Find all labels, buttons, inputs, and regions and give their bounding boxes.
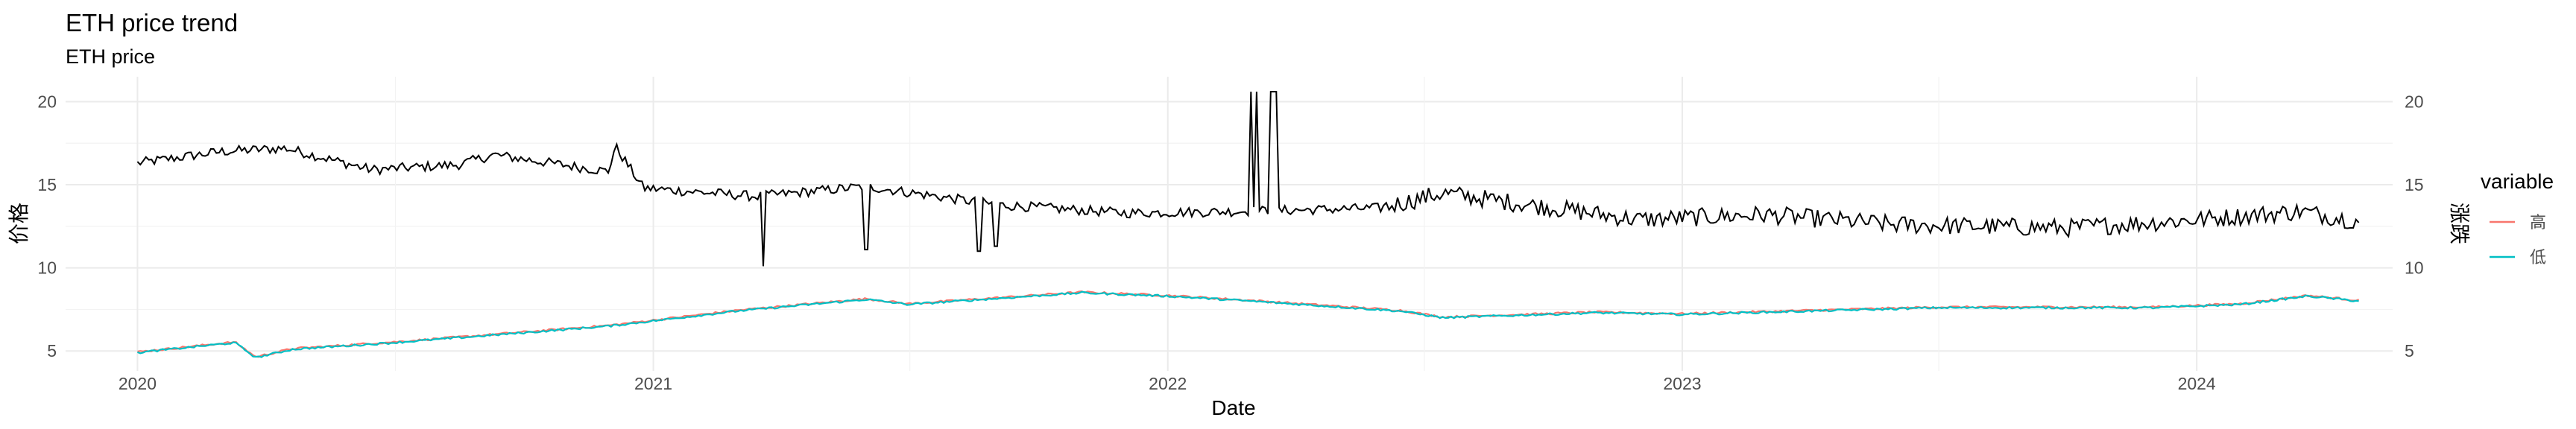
x-tick-label: 2020 xyxy=(119,374,157,393)
y-tick-label-left: 5 xyxy=(47,341,57,360)
chart-subtitle: ETH price xyxy=(66,45,155,68)
series-layer xyxy=(136,91,2360,358)
x-axis-title: Date xyxy=(1211,396,1255,419)
x-tick-label: 2021 xyxy=(634,374,672,393)
y-axis-title-left: 价格 xyxy=(7,203,31,244)
y-tick-label-right: 15 xyxy=(2405,175,2424,194)
y-tick-label-left: 15 xyxy=(37,175,57,194)
x-tick-label: 2024 xyxy=(2178,374,2216,393)
legend-label-low: 低 xyxy=(2530,248,2546,267)
x-tick-label: 2023 xyxy=(1663,374,1701,393)
legend-title: variable xyxy=(2481,170,2554,193)
legend-label-high: 高 xyxy=(2530,213,2546,232)
series-line-price xyxy=(136,91,2360,267)
x-tick-label: 2022 xyxy=(1149,374,1187,393)
right-y-axis: 5 10 15 20 xyxy=(2405,92,2424,360)
y-axis-title-right: 涨跌 xyxy=(2448,203,2471,244)
series-line-low xyxy=(137,290,2359,358)
y-tick-label-right: 5 xyxy=(2405,341,2414,360)
grid xyxy=(66,77,2393,371)
y-tick-label-right: 10 xyxy=(2405,258,2424,278)
y-tick-label-left: 20 xyxy=(37,92,57,111)
y-tick-label-left: 10 xyxy=(37,258,57,278)
x-axis: 2020 2021 2022 2023 2024 xyxy=(119,374,2216,393)
legend: variable 高 低 xyxy=(2481,170,2554,267)
y-tick-label-right: 20 xyxy=(2405,92,2424,111)
chart-title: ETH price trend xyxy=(66,9,238,36)
left-y-axis: 5 10 15 20 xyxy=(37,92,57,360)
